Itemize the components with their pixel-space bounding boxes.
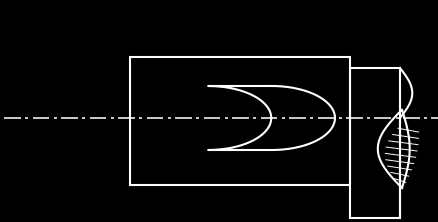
Bar [350,68,400,218]
Bar [130,57,350,185]
